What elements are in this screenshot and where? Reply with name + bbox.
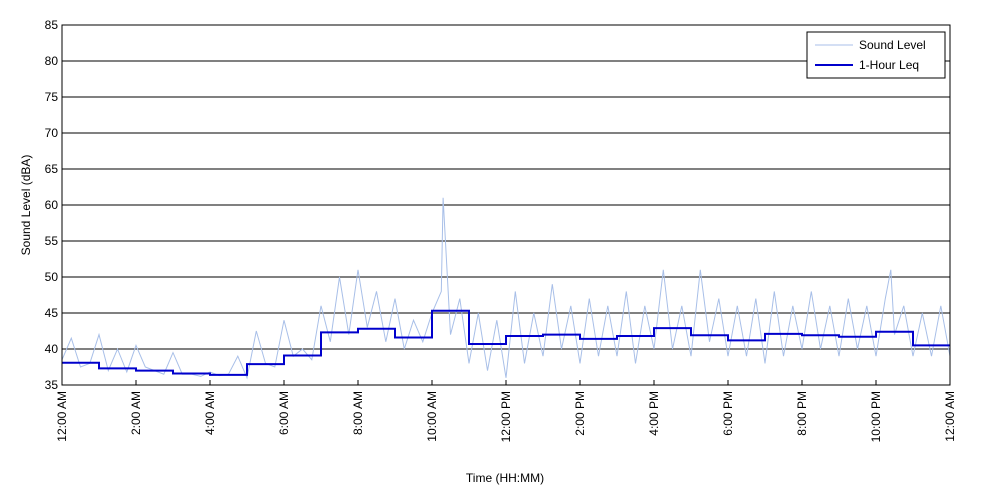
y-tick-label: 75 — [45, 90, 59, 104]
legend-label-1-hour-leq: 1-Hour Leq — [859, 58, 919, 72]
y-tick-label: 65 — [45, 162, 59, 176]
x-tick-label: 8:00 AM — [351, 391, 365, 435]
series-sound-level — [61, 197, 951, 380]
y-axis-title: Sound Level (dBA) — [19, 155, 33, 256]
x-axis-title: Time (HH:MM) — [466, 471, 544, 485]
x-tick-label: 6:00 AM — [277, 391, 291, 435]
y-tick-label: 60 — [45, 198, 59, 212]
plot-frame — [61, 24, 951, 386]
x-tick-label: 10:00 AM — [425, 391, 439, 442]
x-tick-label: 10:00 PM — [869, 391, 883, 442]
x-tick-label: 2:00 AM — [129, 391, 143, 435]
x-axis-ticks: 12:00 AM 2:00 AM 4:00 AM 6:00 AM 8:00 AM 10:0… — [55, 380, 957, 442]
legend-box — [806, 31, 946, 79]
x-tick-label: 12:00 AM — [55, 391, 69, 442]
y-tick-label: 45 — [45, 306, 59, 320]
y-axis-ticks: 35 40 45 50 55 60 65 70 75 80 85 — [45, 18, 59, 392]
x-tick-label: 2:00 PM — [573, 391, 587, 436]
y-tick-label: 35 — [45, 378, 59, 392]
grid-lines — [62, 60, 950, 350]
legend-label-sound-level: Sound Level — [859, 38, 926, 52]
y-tick-label: 55 — [45, 234, 59, 248]
y-tick-label: 40 — [45, 342, 59, 356]
x-tick-label: 4:00 PM — [647, 391, 661, 436]
x-tick-label: 12:00 AM — [943, 391, 957, 442]
x-tick-label: 8:00 PM — [795, 391, 809, 436]
y-tick-label: 70 — [45, 126, 59, 140]
y-tick-label: 50 — [45, 270, 59, 284]
x-tick-label: 6:00 PM — [721, 391, 735, 436]
legend: Sound Level 1-Hour Leq — [806, 31, 946, 79]
y-tick-label: 85 — [45, 18, 59, 32]
x-tick-label: 4:00 AM — [203, 391, 217, 435]
y-tick-label: 80 — [45, 54, 59, 68]
series-1-hour-leq — [62, 309, 950, 376]
x-tick-label: 12:00 PM — [499, 391, 513, 442]
